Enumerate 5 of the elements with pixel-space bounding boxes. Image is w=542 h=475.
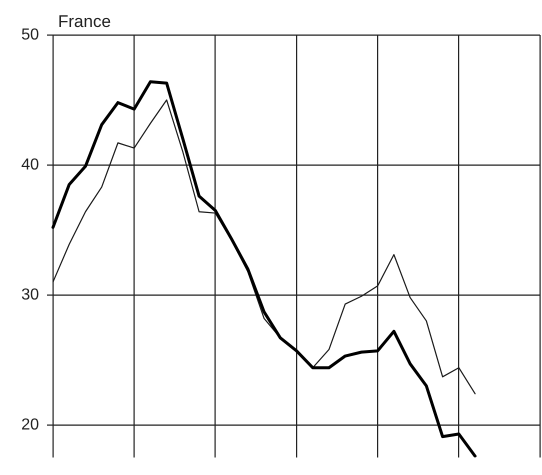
y-tick-label: 30: [21, 286, 40, 304]
y-tick-label: 40: [21, 156, 40, 174]
y-tick-label: 20: [21, 416, 40, 434]
y-tick-label: 50: [21, 26, 40, 44]
chart-title: France: [58, 12, 111, 32]
